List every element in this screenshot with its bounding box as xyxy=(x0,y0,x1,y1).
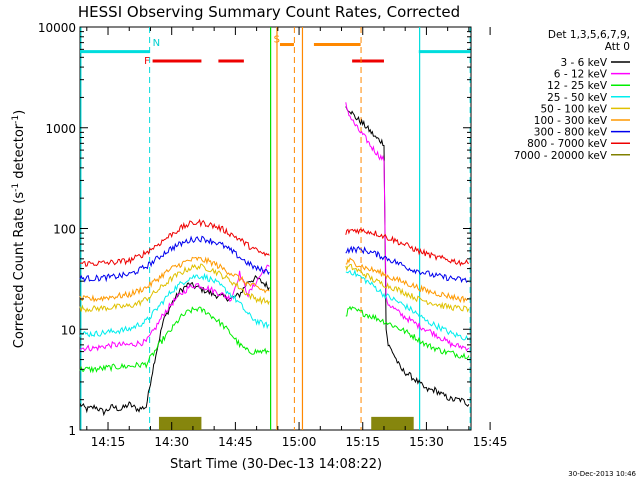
y-axis-label-sup1: -1 xyxy=(11,183,21,192)
legend-label-3: 25 - 50 keV xyxy=(547,92,608,104)
series-5-segment-0 xyxy=(79,256,270,303)
annotation-label-0: N xyxy=(153,38,160,49)
legend-label-0: 3 - 6 keV xyxy=(560,57,607,69)
x-tick-label-1: 14:30 xyxy=(154,435,189,449)
series-7-segment-1 xyxy=(345,228,470,267)
legend-label-7: 800 - 7000 keV xyxy=(527,138,608,150)
legend-label-5: 100 - 300 keV xyxy=(534,115,608,127)
series-1-segment-1 xyxy=(345,102,470,352)
y-tick-label-2: 100 xyxy=(53,223,76,237)
x-axis-label: Start Time (30-Dec-13 14:08:22) xyxy=(170,457,382,472)
series-6-segment-0 xyxy=(79,235,270,283)
series-3-segment-1 xyxy=(345,268,470,341)
series-layer xyxy=(79,102,470,430)
y-tick-label-0: 1 xyxy=(68,424,76,438)
annotation-label-2: S xyxy=(274,35,280,46)
series-3 xyxy=(79,268,470,341)
chart-title: HESSI Observing Summary Count Rates, Cor… xyxy=(78,3,460,21)
series-5-segment-1 xyxy=(345,257,470,304)
series-4-segment-1 xyxy=(345,263,470,313)
series-1 xyxy=(79,102,470,352)
ticks-layer: 14:15 14:30 14:45 15:00 15:15 15:30 15:45 1 10 10… xyxy=(38,21,508,449)
series-0-segment-1 xyxy=(345,106,470,407)
x-tick-label-0: 14:15 xyxy=(91,435,126,449)
legend-label-1: 6 - 12 keV xyxy=(554,69,608,81)
series-7 xyxy=(79,218,470,267)
legend-label-8: 7000 - 20000 keV xyxy=(514,150,608,162)
series-0-segment-0 xyxy=(79,275,270,417)
y-axis-label-sup2: -1 xyxy=(11,115,21,124)
y-tick-label-1: 10 xyxy=(61,323,76,337)
x-tick-label-2: 14:45 xyxy=(218,435,253,449)
legend-label-4: 50 - 100 keV xyxy=(540,103,607,115)
annotation-layer: NF S xyxy=(80,27,471,430)
series-8 xyxy=(158,416,414,430)
y-axis-label: Corrected Count Rate (s-1 detector-1) xyxy=(11,110,27,348)
series-8-block-1 xyxy=(371,416,414,430)
series-1-segment-0 xyxy=(79,264,270,352)
x-tick-label-4: 15:15 xyxy=(345,435,380,449)
series-3-segment-0 xyxy=(79,272,270,338)
legend-header-2: Att 0 xyxy=(605,41,630,53)
x-tick-label-5: 15:30 xyxy=(409,435,444,449)
legend-header-1: Det 1,3,5,6,7,9, xyxy=(548,29,630,41)
plot-area: NFS 14:15 14:30 14:45 15:00 15:15 15:30 15:451… xyxy=(38,21,508,449)
y-axis-label-main: Corrected Count Rate (s xyxy=(12,192,27,349)
y-axis-label-mid: detector xyxy=(12,123,27,183)
y-axis-label-end: ) xyxy=(12,110,27,115)
series-6-segment-1 xyxy=(345,245,469,284)
series-4 xyxy=(79,263,470,313)
legend-label-2: 12 - 25 keV xyxy=(547,80,608,92)
footer-timestamp: 30-Dec-2013 10:46 xyxy=(568,470,636,478)
series-5 xyxy=(79,256,470,304)
series-7-segment-0 xyxy=(79,218,270,267)
y-tick-label-3: 1000 xyxy=(45,122,76,136)
series-0 xyxy=(79,106,470,417)
x-tick-label-6: 15:45 xyxy=(473,435,508,449)
x-tick-label-3: 15:00 xyxy=(282,435,317,449)
series-8-block-0 xyxy=(158,416,202,430)
y-tick-label-4: 10000 xyxy=(38,21,76,35)
series-2-segment-1 xyxy=(345,305,470,359)
annotation-label-1: F xyxy=(144,56,150,67)
series-2-segment-0 xyxy=(79,306,270,374)
series-2 xyxy=(79,305,470,374)
series-6 xyxy=(79,235,469,284)
legend-label-6: 300 - 800 keV xyxy=(534,127,608,139)
series-4-segment-0 xyxy=(79,263,270,313)
plot-frame xyxy=(79,26,472,431)
